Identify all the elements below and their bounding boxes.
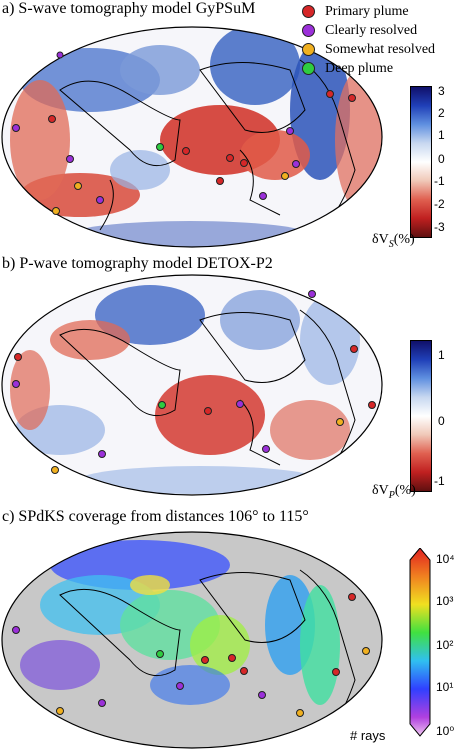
panel-c-title: c) SPdKS coverage from distances 106° to… xyxy=(2,508,309,525)
colorbar-c-caps xyxy=(409,548,431,737)
tick-b-1: 1 xyxy=(438,348,445,362)
tick-c-1: 10¹ xyxy=(436,680,454,694)
tick-c-4: 10⁴ xyxy=(436,552,455,566)
panel-b-title: b) P-wave tomography model DETOX-P2 xyxy=(2,255,273,272)
tick-c-3: 10³ xyxy=(436,594,454,608)
colorbar-a-label: δVS(%) xyxy=(372,232,415,250)
legend-item-somewhat: Somewhat resolved xyxy=(302,40,472,59)
legend-item-deep: Deep plume xyxy=(302,59,472,78)
tick-a-m3: -3 xyxy=(434,220,445,234)
tick-c-0: 10⁰ xyxy=(436,724,455,738)
panel-a-title: a) S-wave tomography model GyPSuM xyxy=(2,0,256,17)
colorbar-c-label: # rays xyxy=(350,728,386,743)
tick-b-0: 0 xyxy=(438,414,445,428)
tick-a-3: 3 xyxy=(438,84,445,98)
legend-item-clearly: Clearly resolved xyxy=(302,21,472,40)
tick-a-2: 2 xyxy=(438,106,445,120)
tick-b-m1: -1 xyxy=(434,474,445,488)
panel-a-map xyxy=(1,26,383,248)
tick-a-m1: -1 xyxy=(434,174,445,188)
tick-c-2: 10² xyxy=(436,638,454,652)
panel-b-map xyxy=(1,274,383,496)
tick-a-m2: -2 xyxy=(434,197,445,211)
colorbar-a xyxy=(410,86,432,238)
colorbar-b xyxy=(410,340,432,492)
colorbar-b-label: δVP(%) xyxy=(372,483,416,501)
legend-item-primary: Primary plume xyxy=(302,2,472,21)
panel-c-map xyxy=(1,531,383,749)
tick-a-0: 0 xyxy=(438,152,445,166)
plume-legend: Primary plume Clearly resolved Somewhat … xyxy=(302,2,472,78)
tick-a-1: 1 xyxy=(438,128,445,142)
